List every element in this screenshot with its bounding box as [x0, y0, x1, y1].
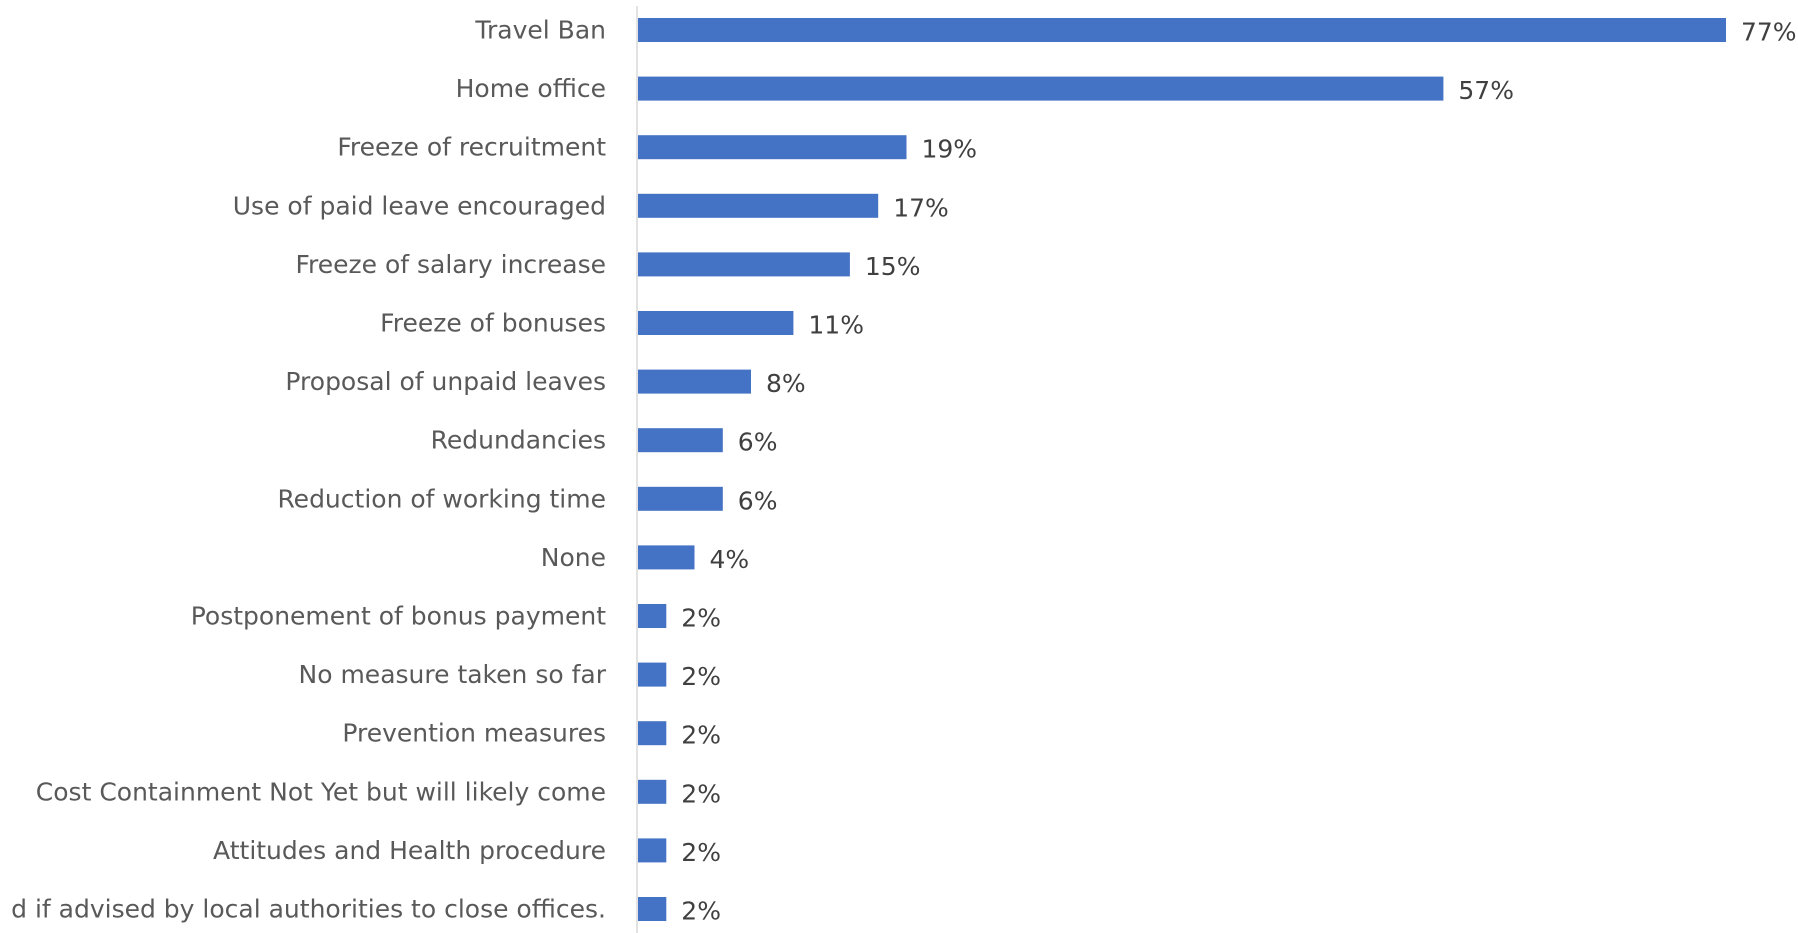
bar-9	[638, 545, 695, 570]
value-label-14: 2%	[681, 838, 721, 867]
bar-8	[638, 486, 723, 511]
category-label-6: Proposal of unpaid leaves	[285, 367, 606, 396]
bar-15	[638, 897, 667, 921]
category-label-10: Postponement of bonus payment	[191, 602, 606, 631]
bar-7	[638, 428, 723, 453]
value-label-0: 77%	[1741, 18, 1797, 47]
bar-14	[638, 838, 667, 863]
category-label-3: Use of paid leave encouraged	[233, 191, 606, 220]
value-label-11: 2%	[681, 662, 721, 691]
bar-0	[638, 18, 1726, 42]
value-label-10: 2%	[681, 604, 721, 633]
value-label-4: 15%	[865, 252, 921, 281]
value-label-13: 2%	[681, 779, 721, 808]
category-label-5: Freeze of bonuses	[380, 309, 606, 338]
bar-12	[638, 721, 667, 746]
category-label-8: Reduction of working time	[277, 484, 606, 513]
bar-13	[638, 779, 667, 804]
bar-6	[638, 369, 751, 394]
value-label-6: 8%	[766, 369, 806, 398]
category-label-1: Home office	[456, 74, 606, 103]
category-label-11: No measure taken so far	[299, 660, 607, 689]
category-label-4: Freeze of salary increase	[295, 250, 606, 279]
bar-1	[638, 76, 1444, 101]
value-label-7: 6%	[738, 428, 778, 457]
category-label-13: Cost Containment Not Yet but will likely…	[36, 777, 606, 806]
bar-10	[638, 604, 667, 628]
bar-2	[638, 135, 907, 160]
value-labels-group: 77% 57% 19% 17% 15% 11%8% 6% 6% 4% 2% 2% 2% 2% 2% 2%	[681, 18, 1796, 926]
value-label-3: 17%	[893, 193, 949, 222]
bar-3	[638, 193, 879, 218]
category-label-7: Redundancies	[431, 426, 606, 455]
value-label-2: 19%	[922, 135, 978, 164]
bar-5	[638, 311, 794, 335]
value-label-8: 6%	[738, 486, 778, 515]
category-label-12: Prevention measures	[342, 719, 606, 748]
category-label-14: Attitudes and Health procedure	[213, 836, 606, 865]
value-label-5: 11%	[808, 311, 864, 340]
bar-11	[638, 662, 667, 687]
value-label-12: 2%	[681, 721, 721, 750]
value-label-9: 4%	[710, 545, 750, 574]
category-labels-group: Travel Ban Home office Freeze of recruitme…	[11, 16, 607, 924]
category-label-0: Travel Ban	[474, 16, 606, 45]
value-label-15: 2%	[681, 897, 721, 926]
category-label-9: None	[541, 543, 606, 572]
category-label-2: Freeze of recruitment	[337, 133, 606, 162]
value-label-1: 57%	[1458, 76, 1514, 105]
category-label-15: d if advised by local authorities to clo…	[11, 895, 606, 924]
bar-4	[638, 252, 850, 277]
bars-group	[638, 18, 1726, 921]
